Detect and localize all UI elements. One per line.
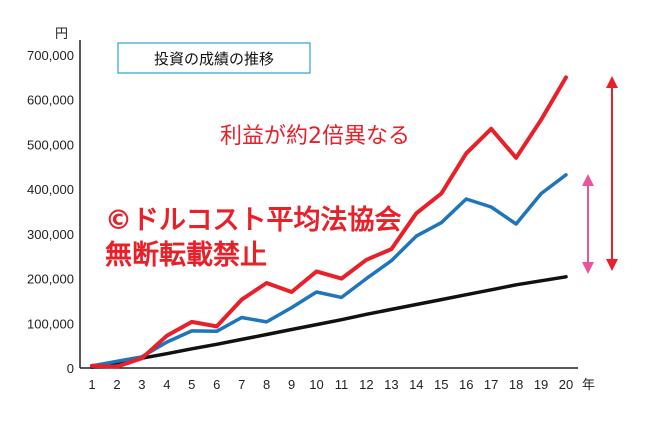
gain-annotation: 利益が約2倍異なる — [220, 124, 410, 149]
x-tick-label: 1 — [88, 377, 95, 392]
chart-title: 投資の成績の推移 — [154, 50, 274, 68]
x-tick-labels: 1 2 3 4 5 6 7 8 9 10 11 12 13 14 15 16 17 18 19 20 — [88, 377, 573, 392]
x-tick-label: 17 — [484, 377, 498, 392]
watermark-line2: 無断転載禁止 — [105, 240, 267, 271]
x-tick-label: 15 — [434, 377, 448, 392]
y-tick-label: 400,000 — [27, 182, 74, 197]
x-tick-label: 14 — [409, 377, 423, 392]
y-tick-label: 300,000 — [27, 227, 74, 242]
title-box — [117, 42, 311, 74]
x-tick-label: 13 — [384, 377, 398, 392]
x-tick-label: 10 — [309, 377, 323, 392]
x-tick-label: 20 — [559, 377, 573, 392]
blue-series-line — [90, 173, 568, 368]
x-tick-label: 8 — [263, 377, 270, 392]
watermark-line1: ©ドルコスト平均法協会 — [105, 205, 401, 236]
x-tick-label: 16 — [459, 377, 473, 392]
y-tick-label: 100,000 — [27, 316, 74, 331]
x-tick-label: 2 — [113, 377, 120, 392]
x-tick-label: 3 — [138, 377, 145, 392]
y-tick-labels: 0 100,000 200,000 300,000 400,000 500,000 600,… — [27, 48, 74, 376]
y-unit-label: 円 — [55, 26, 68, 41]
series-lines — [90, 75, 568, 369]
x-tick-label: 19 — [534, 377, 548, 392]
y-tick-label: 700,000 — [27, 48, 74, 63]
y-tick-label: 500,000 — [27, 137, 74, 152]
y-tick-label: 600,000 — [27, 93, 74, 108]
x-tick-label: 12 — [359, 377, 373, 392]
x-tick-label: 5 — [188, 377, 195, 392]
x-tick-label: 18 — [509, 377, 523, 392]
x-unit-label: 年 — [582, 377, 595, 392]
black-series-line — [90, 275, 568, 369]
x-tick-label: 4 — [163, 377, 170, 392]
x-tick-label: 7 — [238, 377, 245, 392]
x-tick-label: 11 — [335, 377, 349, 392]
x-tick-label: 9 — [288, 377, 295, 392]
x-tick-label: 6 — [213, 377, 220, 392]
red-series-line — [90, 75, 568, 369]
y-tick-label: 200,000 — [27, 272, 74, 287]
y-tick-label: 0 — [67, 361, 74, 376]
